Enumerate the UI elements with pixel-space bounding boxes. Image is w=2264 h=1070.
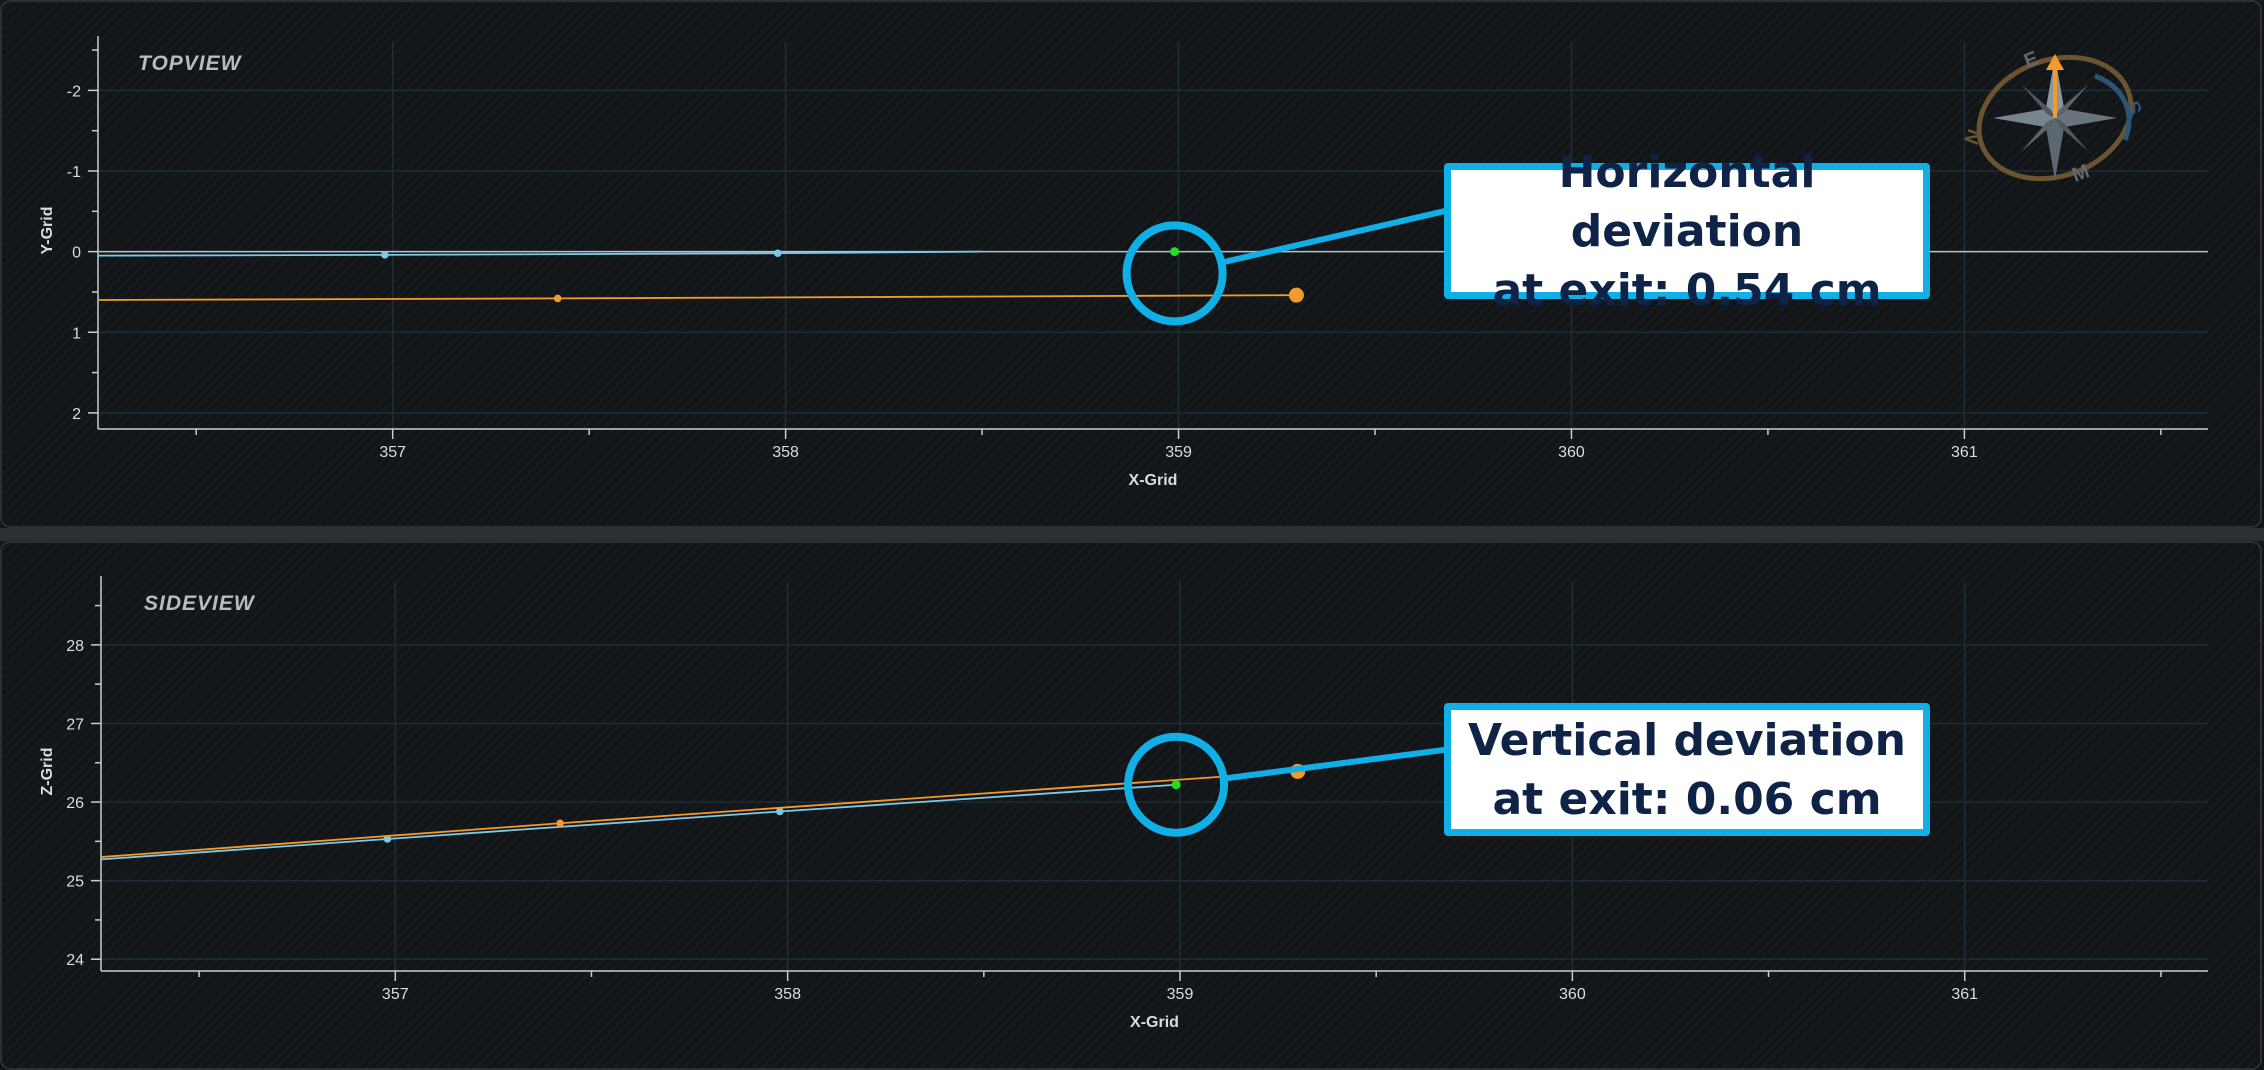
y-axis-label: Y-Grid bbox=[39, 206, 56, 254]
planned-survey-point bbox=[773, 249, 782, 258]
actual-trajectory-line bbox=[100, 770, 1298, 858]
callout-line-2: at exit: 0.06 cm bbox=[1492, 773, 1882, 825]
callout-line-1: Horizontal deviation bbox=[1558, 146, 1816, 257]
sideview-chart: 357 358 359 360 361 24 25 26 27 28 X-Grid Z-Grid SID… bbox=[39, 576, 2208, 1031]
callout-line-2: at exit: 0.54 cm bbox=[1492, 264, 1882, 316]
y-axis-label: Z-Grid bbox=[39, 748, 56, 796]
y-tick-label: 1 bbox=[72, 325, 81, 342]
actual-survey-point bbox=[553, 294, 562, 303]
planned-survey-point bbox=[383, 835, 392, 843]
x-tick-label: 361 bbox=[1951, 444, 1978, 461]
current-position-point bbox=[1171, 780, 1181, 790]
x-tick-label: 360 bbox=[1559, 986, 1586, 1003]
current-position-point bbox=[1170, 247, 1180, 257]
panel-separator bbox=[0, 528, 2264, 541]
planned-survey-point bbox=[381, 251, 389, 259]
y-tick-label: 2 bbox=[72, 406, 81, 423]
planned-trajectory-line bbox=[100, 783, 1177, 861]
x-tick-label: 360 bbox=[1558, 444, 1585, 461]
x-tick-label: 359 bbox=[1165, 444, 1192, 461]
highlight-ring bbox=[1124, 732, 1229, 837]
callout-line-1: Vertical deviation bbox=[1468, 714, 1906, 766]
actual-survey-point bbox=[556, 819, 564, 828]
svg-text:N: N bbox=[1961, 127, 1987, 148]
compass-rose-icon: E S M N bbox=[1961, 47, 2146, 186]
x-tick-label: 357 bbox=[382, 986, 409, 1003]
x-tick-label: 361 bbox=[1951, 986, 1978, 1003]
planned-survey-point bbox=[775, 807, 784, 816]
x-tick-label: 357 bbox=[379, 444, 406, 461]
y-tick-label: 26 bbox=[66, 795, 84, 812]
vertical-deviation-callout: Vertical deviation at exit: 0.06 cm bbox=[1444, 703, 1930, 836]
y-tick-label: -1 bbox=[67, 164, 81, 181]
actual-survey-point bbox=[1288, 287, 1304, 303]
chart-title: TOPVIEW bbox=[138, 52, 243, 75]
planned-trajectory-line bbox=[97, 250, 983, 257]
horizontal-deviation-callout: Horizontal deviation at exit: 0.54 cm bbox=[1444, 147, 1930, 316]
highlight-ring bbox=[1122, 221, 1227, 326]
y-tick-label: 27 bbox=[66, 716, 84, 733]
y-tick-label: -2 bbox=[67, 83, 81, 100]
y-tick-label: 0 bbox=[72, 245, 81, 262]
x-tick-label: 358 bbox=[774, 986, 801, 1003]
x-axis-label: X-Grid bbox=[1130, 1014, 1179, 1031]
chart-title: SIDEVIEW bbox=[144, 592, 256, 615]
svg-text:M: M bbox=[2069, 160, 2092, 186]
x-tick-label: 359 bbox=[1167, 986, 1194, 1003]
x-tick-label: 358 bbox=[772, 444, 799, 461]
topview-chart: 357 358 359 360 361 -2 -1 0 1 2 X-Grid Y-Grid TOPVIE… bbox=[39, 36, 2208, 489]
y-tick-label: 24 bbox=[66, 952, 84, 969]
x-axis-label: X-Grid bbox=[1129, 472, 1178, 489]
y-tick-label: 25 bbox=[66, 874, 84, 891]
actual-trajectory-line bbox=[97, 294, 1297, 301]
callout-connector bbox=[1223, 746, 1448, 782]
y-tick-label: 28 bbox=[66, 638, 84, 655]
callout-connector bbox=[1220, 207, 1448, 266]
